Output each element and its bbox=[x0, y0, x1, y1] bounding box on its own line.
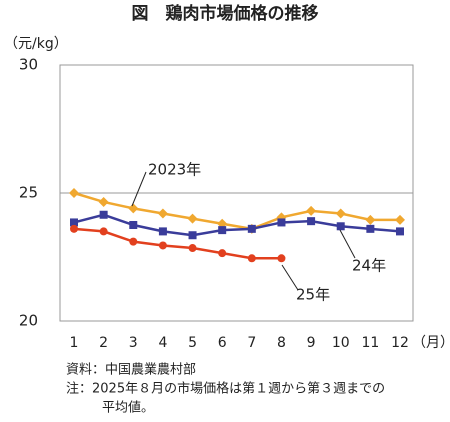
y-axis-label: （元/kg） bbox=[4, 36, 68, 52]
marker bbox=[307, 217, 316, 226]
series-line bbox=[73, 213, 401, 237]
marker bbox=[99, 227, 108, 236]
label-leader bbox=[131, 171, 147, 207]
y-tick-label: 20 bbox=[19, 312, 38, 330]
marker bbox=[366, 224, 375, 233]
series-line bbox=[73, 191, 400, 231]
x-tick-label: 5 bbox=[188, 335, 197, 351]
marker bbox=[188, 231, 197, 240]
marker bbox=[335, 208, 346, 219]
marker bbox=[277, 218, 286, 227]
series-label: 2023年 bbox=[148, 161, 201, 179]
label-leader bbox=[281, 264, 299, 291]
chart-title: 図 鶏肉市場価格の推移 bbox=[132, 3, 319, 24]
marker bbox=[218, 226, 227, 235]
marker bbox=[306, 205, 317, 216]
marker bbox=[70, 224, 78, 233]
marker bbox=[247, 224, 256, 233]
marker bbox=[99, 210, 108, 219]
marker bbox=[395, 214, 405, 225]
marker bbox=[98, 196, 109, 207]
marker bbox=[129, 237, 138, 246]
marker bbox=[247, 254, 256, 263]
x-axis-label: （月） bbox=[412, 335, 450, 351]
x-tick-label: 7 bbox=[247, 335, 256, 351]
y-tick-label: 30 bbox=[19, 56, 38, 74]
marker bbox=[336, 222, 345, 231]
marker bbox=[277, 254, 286, 263]
marker bbox=[157, 208, 168, 219]
x-tick-label: 2 bbox=[99, 335, 108, 351]
x-tick-label: 11 bbox=[361, 335, 379, 351]
y-tick-label: 25 bbox=[19, 184, 38, 202]
marker bbox=[396, 227, 404, 236]
marker bbox=[218, 249, 227, 258]
note: 資料：中国農業農村部 bbox=[66, 362, 196, 378]
marker bbox=[70, 218, 78, 227]
marker bbox=[128, 203, 139, 214]
marker bbox=[158, 241, 167, 250]
x-tick-label: 12 bbox=[391, 335, 409, 351]
series-line bbox=[73, 227, 282, 260]
marker bbox=[69, 188, 79, 198]
x-tick-label: 8 bbox=[277, 335, 286, 351]
x-tick-label: 1 bbox=[70, 335, 79, 351]
marker bbox=[365, 214, 376, 225]
x-tick-label: 4 bbox=[158, 335, 167, 351]
x-tick-label: 6 bbox=[218, 335, 227, 351]
x-tick-label: 3 bbox=[129, 335, 138, 351]
series-label: 25年 bbox=[296, 286, 330, 304]
x-tick-label: 10 bbox=[332, 335, 350, 351]
marker bbox=[158, 227, 167, 236]
series-label: 24年 bbox=[352, 257, 386, 275]
x-tick-label: 9 bbox=[307, 335, 316, 351]
marker bbox=[188, 244, 197, 253]
note: 注：2025年８月の市場価格は第１週から第３週までの bbox=[66, 381, 385, 397]
marker bbox=[129, 221, 138, 229]
note: 平均値。 bbox=[102, 400, 154, 416]
marker bbox=[187, 213, 198, 224]
label-leader bbox=[339, 229, 356, 259]
